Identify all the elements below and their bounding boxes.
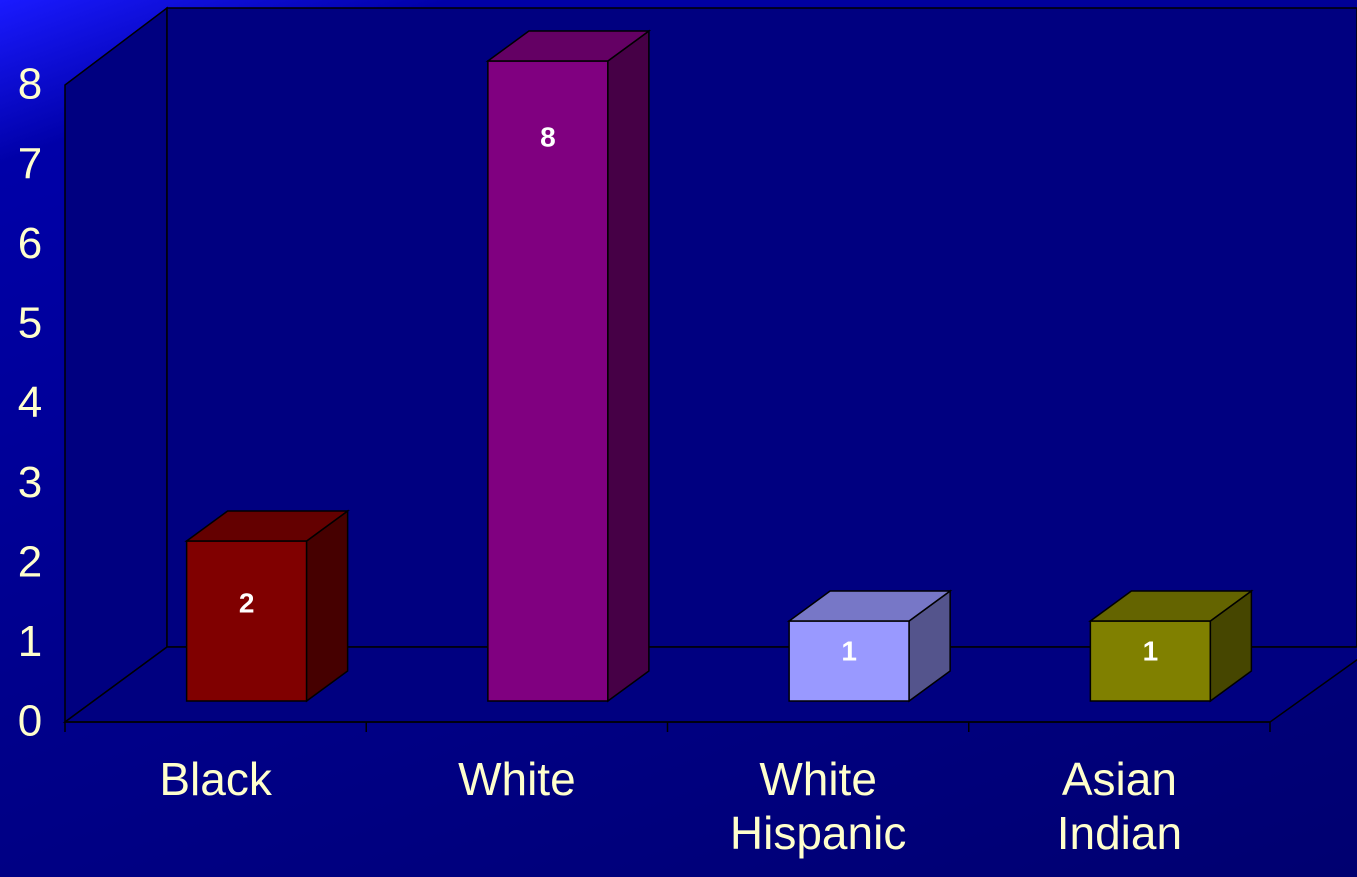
side-wall	[64, 6, 168, 724]
bar-top	[184, 510, 350, 542]
bar	[184, 509, 350, 703]
y-tick-label: 1	[18, 617, 42, 666]
x-tick-label: Black	[159, 753, 272, 805]
y-tick-label: 3	[18, 458, 42, 507]
y-tick-label: 6	[18, 219, 42, 268]
bar	[485, 29, 652, 703]
bar-top	[786, 590, 953, 622]
back-wall	[166, 7, 1357, 648]
y-tick-label: 4	[18, 378, 42, 427]
bar	[1088, 589, 1254, 703]
x-tick-label: Asian Indian	[1056, 753, 1183, 859]
y-tick-label: 8	[18, 60, 42, 109]
bar-side	[305, 509, 349, 703]
data-label: 1	[841, 635, 857, 666]
data-label: 8	[540, 121, 556, 152]
bar-front	[185, 540, 308, 702]
data-label: 2	[239, 587, 255, 618]
x-tick-label: White Hispanic	[729, 753, 907, 859]
data-label: 1	[1143, 635, 1159, 666]
y-tick-label: 2	[18, 537, 42, 586]
y-tick-label: 0	[18, 697, 42, 746]
y-tick-label: 7	[18, 139, 42, 188]
bar	[786, 589, 953, 703]
y-tick-label: 5	[18, 299, 42, 348]
bar-front	[487, 60, 609, 702]
bar-side	[607, 29, 650, 703]
x-tick-label: White	[458, 753, 576, 805]
bar-top	[1088, 590, 1254, 622]
bar-top	[485, 30, 652, 62]
